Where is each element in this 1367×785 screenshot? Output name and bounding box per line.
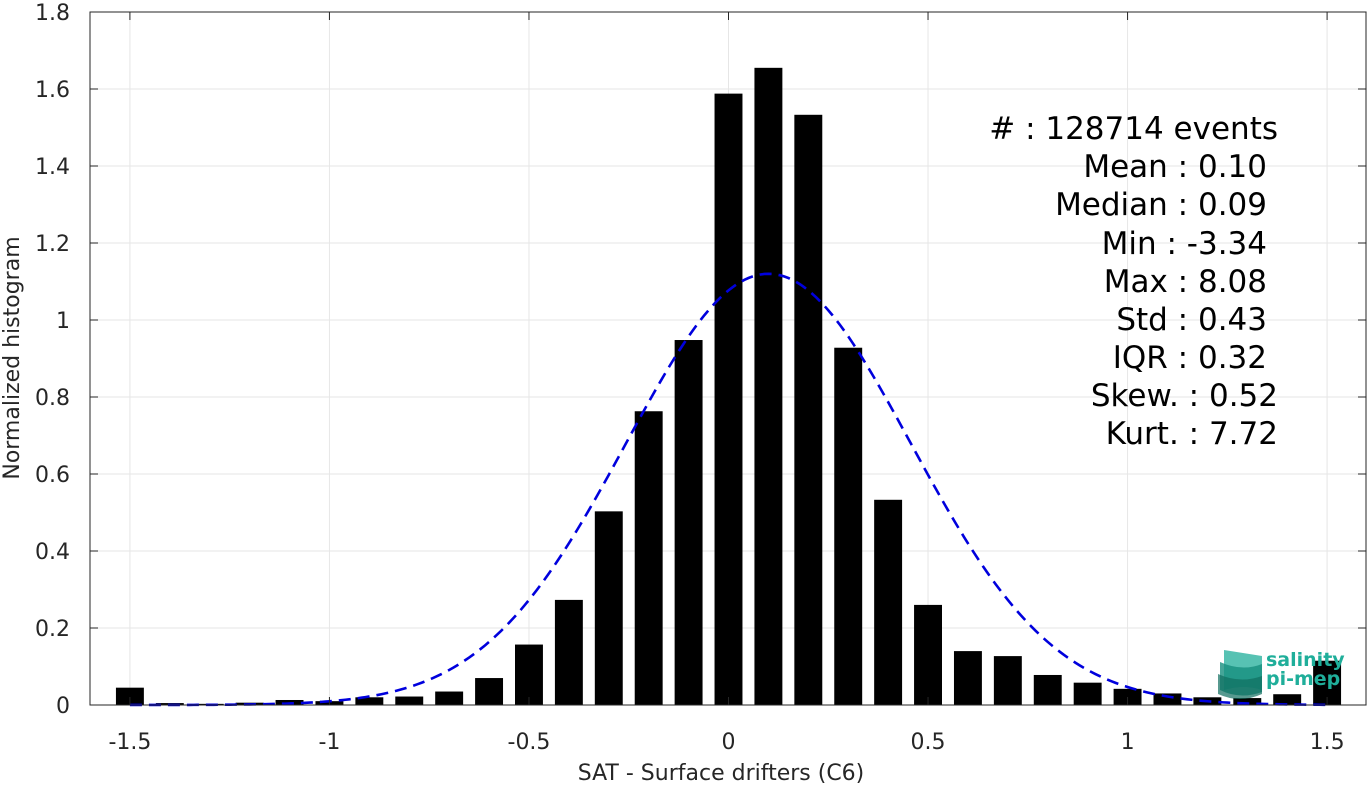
salinity-pimep-logo: salinity pi-mep bbox=[1218, 649, 1345, 699]
y-tick-label: 1.8 bbox=[35, 1, 70, 26]
y-tick-label: 0.6 bbox=[35, 463, 70, 488]
logo-wave-icon bbox=[1218, 650, 1262, 699]
statistics-annotation: # : 128714 events Mean : 0.10 Median : 0… bbox=[989, 111, 1278, 452]
stats-kurt: Kurt. : 7.72 bbox=[1106, 416, 1278, 452]
logo-text-salinity: salinity bbox=[1266, 649, 1345, 671]
histogram-bar bbox=[794, 114, 823, 706]
stats-median: Median : 0.09 bbox=[1055, 187, 1267, 223]
y-tick-label: 1.4 bbox=[35, 155, 70, 180]
stats-mean: Mean : 0.10 bbox=[1083, 149, 1267, 185]
x-tick-label: 1.5 bbox=[1310, 730, 1345, 755]
y-tick-label: 1 bbox=[56, 309, 70, 334]
x-axis-ticks: -1.5 -1 -0.5 0 0.5 1 1.5 bbox=[108, 12, 1345, 755]
histogram-bar bbox=[674, 340, 703, 705]
y-axis-ticks: 0 0.2 0.4 0.6 0.8 1 1.2 1.4 1.6 1.8 bbox=[35, 1, 1366, 719]
histogram-bar bbox=[1273, 694, 1302, 705]
histogram-bar bbox=[115, 687, 144, 705]
x-tick-label: 0.5 bbox=[911, 730, 946, 755]
histogram-bar bbox=[1073, 682, 1102, 705]
histogram-bar bbox=[1113, 688, 1142, 705]
x-tick-label: -1 bbox=[318, 730, 340, 755]
y-tick-label: 1.6 bbox=[35, 78, 70, 103]
histogram-bar bbox=[1233, 698, 1262, 705]
histogram-bar bbox=[1153, 693, 1182, 705]
histogram-bar bbox=[1033, 674, 1062, 705]
logo-text-pimep: pi-mep bbox=[1266, 668, 1340, 690]
histogram-bar bbox=[874, 499, 903, 705]
x-axis-label: SAT - Surface drifters (C6) bbox=[578, 761, 865, 785]
histogram-bar bbox=[355, 697, 384, 705]
x-tick-label: 1 bbox=[1121, 730, 1135, 755]
histogram-bar bbox=[714, 93, 743, 706]
stats-iqr: IQR : 0.32 bbox=[1113, 340, 1267, 376]
histogram-bar bbox=[554, 599, 583, 705]
histogram-bar bbox=[834, 347, 863, 705]
histogram-bar bbox=[754, 67, 783, 705]
histogram-bar bbox=[594, 511, 623, 705]
x-tick-label: -0.5 bbox=[508, 730, 551, 755]
stats-std: Std : 0.43 bbox=[1116, 302, 1267, 338]
stats-skew: Skew. : 0.52 bbox=[1091, 378, 1278, 414]
histogram-bar bbox=[634, 411, 663, 705]
histogram-bar bbox=[993, 656, 1022, 705]
y-tick-label: 1.2 bbox=[35, 232, 70, 257]
x-tick-label: 0 bbox=[722, 730, 736, 755]
y-tick-label: 0.2 bbox=[35, 617, 70, 642]
histogram-bar bbox=[475, 678, 504, 705]
stats-count: # : 128714 events bbox=[989, 111, 1278, 147]
y-tick-label: 0.8 bbox=[35, 386, 70, 411]
histogram-bar bbox=[515, 644, 543, 705]
histogram-bar bbox=[395, 696, 424, 705]
stats-max: Max : 8.08 bbox=[1104, 264, 1267, 300]
histogram-bar bbox=[914, 604, 942, 705]
stats-min: Min : -3.34 bbox=[1102, 226, 1267, 262]
histogram-bar bbox=[435, 691, 464, 705]
histogram-bar bbox=[953, 651, 982, 705]
y-tick-label: 0.4 bbox=[35, 540, 70, 565]
y-axis-label: Normalized histogram bbox=[0, 236, 25, 479]
x-tick-label: -1.5 bbox=[108, 730, 151, 755]
y-tick-label: 0 bbox=[56, 694, 70, 719]
